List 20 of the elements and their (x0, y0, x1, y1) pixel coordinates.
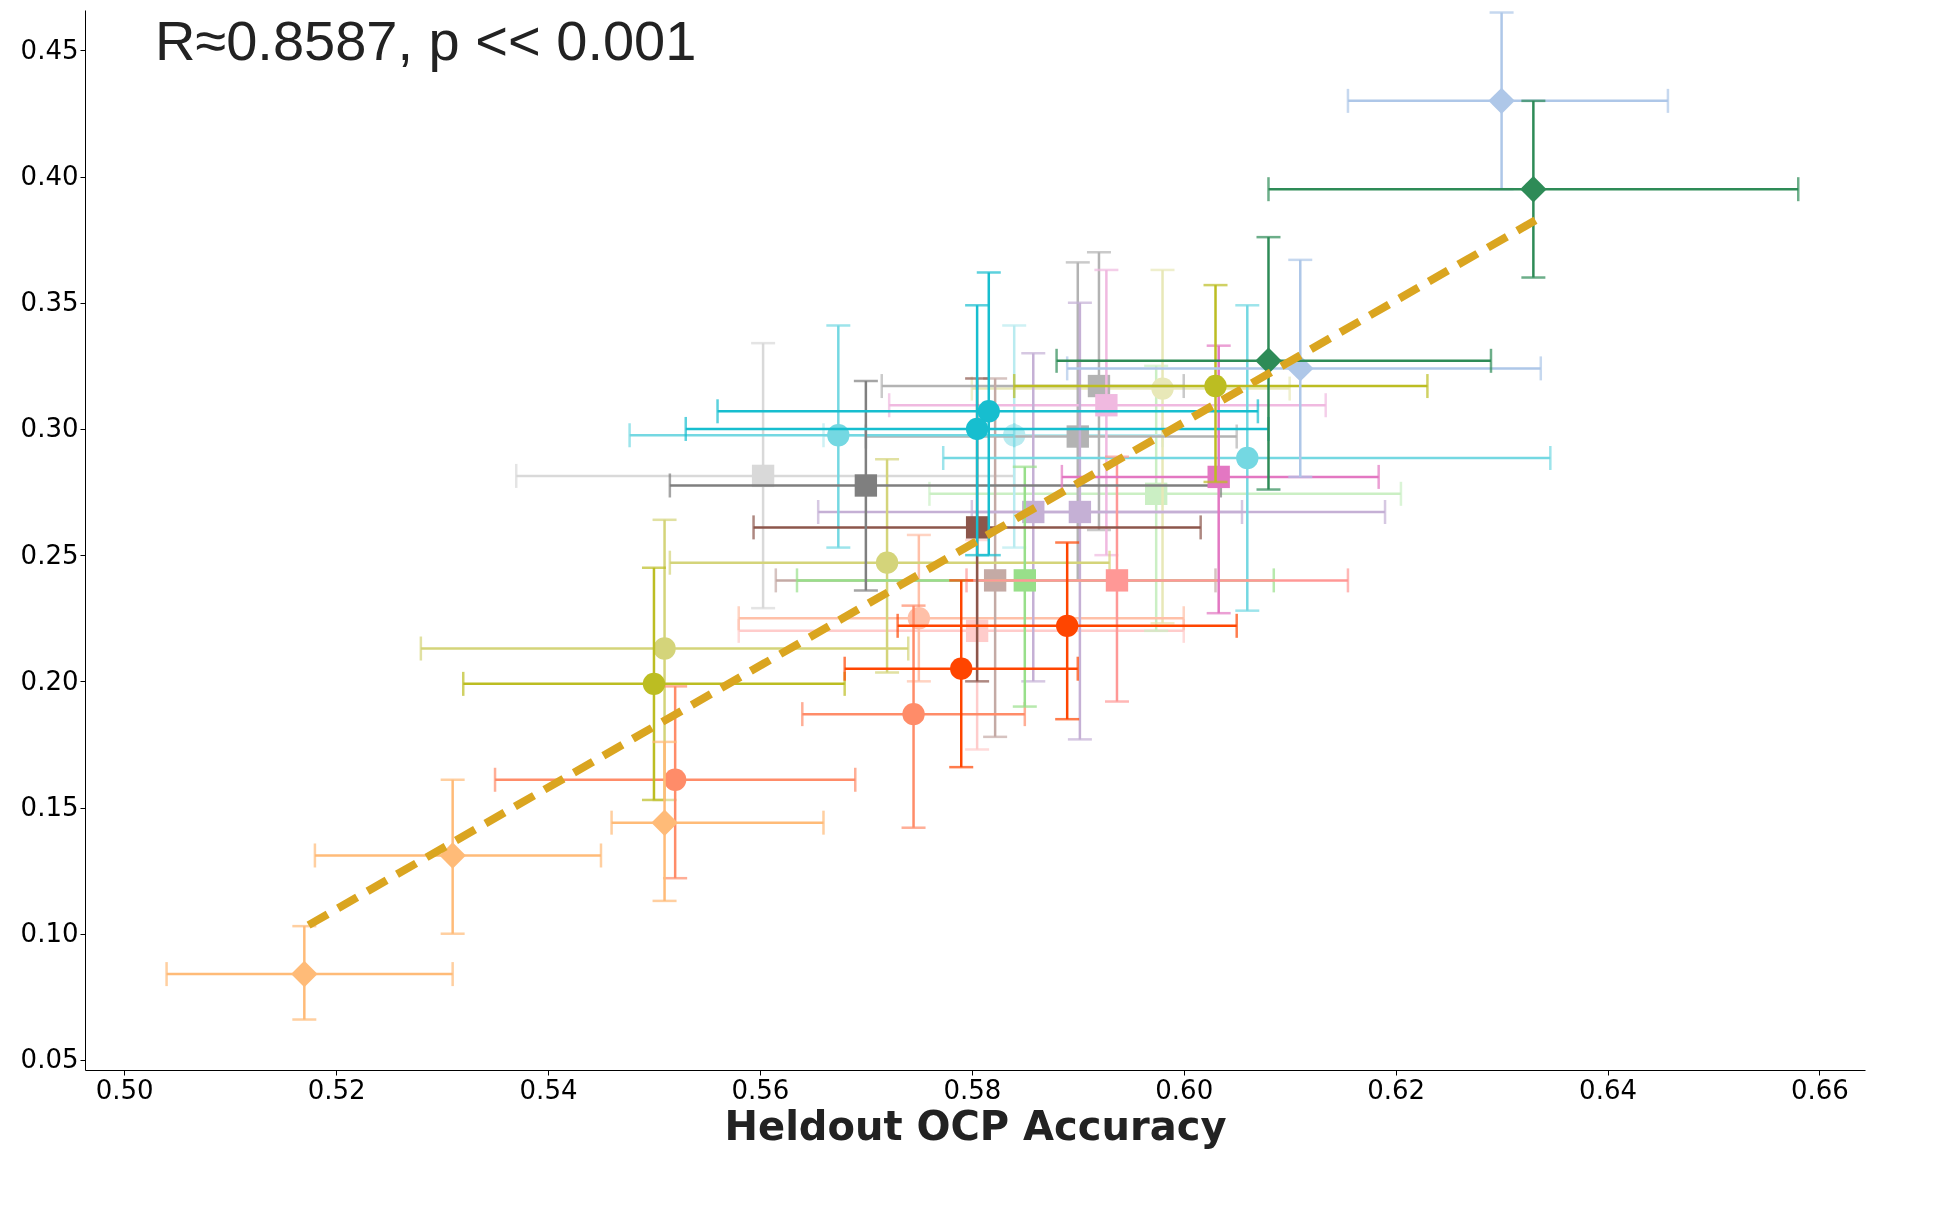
x-tick-label: 0.50 (95, 1074, 154, 1105)
y-tick-label: 0.05 (20, 1044, 79, 1075)
y-tick-label: 0.40 (20, 161, 79, 192)
annotation: R≈0.8587, p << 0.001 (155, 9, 697, 72)
x-tick-label: 0.54 (519, 1074, 578, 1105)
y-tick-label: 0.25 (20, 539, 79, 570)
y-tick-label: 0.10 (20, 918, 79, 949)
x-tick-label: 0.56 (731, 1074, 790, 1105)
x-tick-label: 0.60 (1155, 1074, 1214, 1105)
y-tick-label: 0.35 (20, 287, 79, 318)
y-tick-label: 0.20 (20, 665, 79, 696)
y-tick-label: 0.15 (20, 792, 79, 823)
y-tick-label: 0.45 (20, 34, 79, 65)
x-tick-label: 0.64 (1579, 1074, 1637, 1105)
x-tick-label: 0.62 (1367, 1074, 1426, 1105)
x-tick-label: 0.58 (943, 1074, 1002, 1105)
x-tick-label: 0.52 (307, 1074, 366, 1105)
x-tick-label: 0.66 (1791, 1074, 1849, 1105)
x-axis-title: Heldout OCP Accuracy (724, 1102, 1227, 1149)
y-tick-label: 0.30 (20, 413, 79, 444)
